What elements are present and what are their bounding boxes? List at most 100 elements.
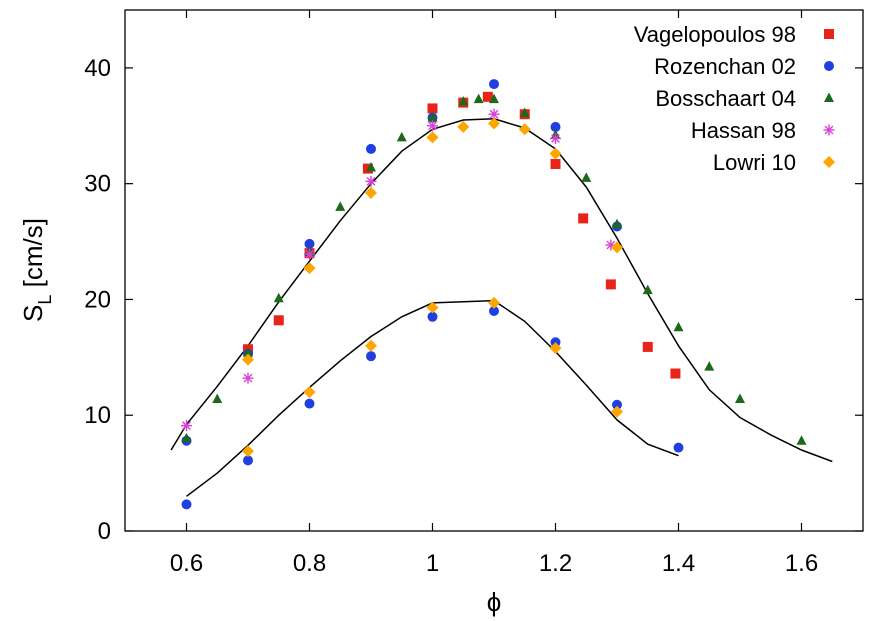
data-point <box>273 292 284 303</box>
y-tick-label: 10 <box>84 402 111 429</box>
data-point <box>365 339 377 352</box>
data-point <box>426 131 439 144</box>
x-tick-label: 1.4 <box>662 550 695 577</box>
legend-label: Bosschaart 04 <box>655 86 796 111</box>
legend-label: Lowri 10 <box>713 150 796 175</box>
legend-marker <box>823 156 835 168</box>
data-point <box>366 351 376 362</box>
legend-item-lowri-10: Lowri 10 <box>713 150 835 175</box>
data-point <box>335 201 346 211</box>
data-point <box>181 420 192 432</box>
data-point <box>550 158 561 169</box>
data-point <box>181 499 192 510</box>
data-point <box>366 161 376 172</box>
data-point <box>242 372 254 384</box>
x-tick-label: 1 <box>426 550 439 577</box>
fit-curve-2 <box>186 299 679 497</box>
legend-marker <box>824 92 834 102</box>
data-point <box>735 393 745 404</box>
data-point <box>611 241 623 254</box>
data-point <box>212 393 223 404</box>
legend-item-vagelopoulos-98: Vagelopoulos 98 <box>634 22 834 47</box>
x-axis-title: ϕ <box>487 587 502 617</box>
data-point <box>181 432 192 443</box>
legend-marker <box>824 61 834 71</box>
data-point <box>489 306 499 317</box>
y-axis-ticks: 0 10 20 30 40 <box>84 55 863 545</box>
x-tick-label: 1.6 <box>785 550 818 577</box>
data-point <box>243 347 253 357</box>
legend-label: Vagelopoulos 98 <box>634 22 796 47</box>
data-point <box>518 123 531 136</box>
legend-item-bosschaart-04: Bosschaart 04 <box>655 86 834 111</box>
y-axis-title-space <box>18 287 48 294</box>
legend: Vagelopoulos 98 Rozenchan 02 Bosschaart 04… <box>634 22 835 175</box>
data-point <box>796 435 807 445</box>
data-point <box>642 284 653 295</box>
legend-label: Hassan 98 <box>691 118 796 143</box>
data-point <box>611 405 623 418</box>
y-axis-title-unit: [cm/s] <box>18 218 48 287</box>
y-axis-title-subscript: L <box>35 295 55 305</box>
series-hassan-98 <box>181 108 617 432</box>
data-point <box>605 279 616 290</box>
series-lowri-10 <box>242 117 623 458</box>
data-point <box>612 399 622 410</box>
y-tick-label: 0 <box>98 518 111 545</box>
plot-frame <box>124 9 864 532</box>
legend-marker <box>824 29 834 39</box>
y-axis-title: SL [cm/s] <box>18 218 55 322</box>
data-point <box>304 238 315 249</box>
x-tick-label: 0.8 <box>293 550 326 577</box>
data-point <box>704 361 715 371</box>
data-point <box>488 117 500 130</box>
data-point <box>457 120 470 133</box>
data-points <box>181 79 807 510</box>
y-tick-label: 20 <box>84 286 111 313</box>
data-point <box>303 386 316 399</box>
data-point <box>482 91 493 102</box>
data-point <box>458 95 469 106</box>
data-point <box>427 103 438 114</box>
data-point <box>365 186 377 199</box>
data-point <box>578 213 589 224</box>
data-point <box>550 133 561 145</box>
data-point <box>489 79 499 90</box>
y-tick-label: 40 <box>84 55 111 82</box>
data-point <box>673 442 684 453</box>
data-point <box>670 368 681 379</box>
series-bosschaart-04 <box>181 93 807 445</box>
data-point <box>242 445 254 458</box>
legend-marker <box>823 124 835 136</box>
data-point <box>396 131 407 142</box>
data-point <box>426 301 439 314</box>
data-point <box>427 311 438 322</box>
legend-label: Rozenchan 02 <box>654 54 796 79</box>
data-point <box>549 342 562 355</box>
data-point <box>303 262 316 275</box>
data-point <box>489 93 499 104</box>
legend-item-hassan-98: Hassan 98 <box>691 118 835 143</box>
data-point <box>673 321 684 332</box>
data-point <box>366 143 376 154</box>
data-point <box>473 93 484 104</box>
data-point <box>427 120 438 132</box>
x-axis-ticks: 0.6 0.8 1 1.2 1.4 1.6 <box>170 10 818 577</box>
data-point <box>581 172 592 182</box>
data-point <box>488 296 500 309</box>
data-point <box>242 353 254 366</box>
data-point <box>304 248 315 260</box>
data-point <box>243 455 253 466</box>
data-point <box>549 147 562 160</box>
y-axis-title-main: S <box>18 305 48 322</box>
fit-curves <box>170 118 833 497</box>
data-point <box>365 175 377 187</box>
data-point <box>519 107 530 118</box>
data-point <box>550 121 561 132</box>
y-tick-label: 30 <box>84 171 111 198</box>
data-point <box>427 112 438 122</box>
data-point <box>273 315 284 326</box>
x-tick-label: 1.2 <box>539 550 572 577</box>
data-point <box>642 341 653 352</box>
